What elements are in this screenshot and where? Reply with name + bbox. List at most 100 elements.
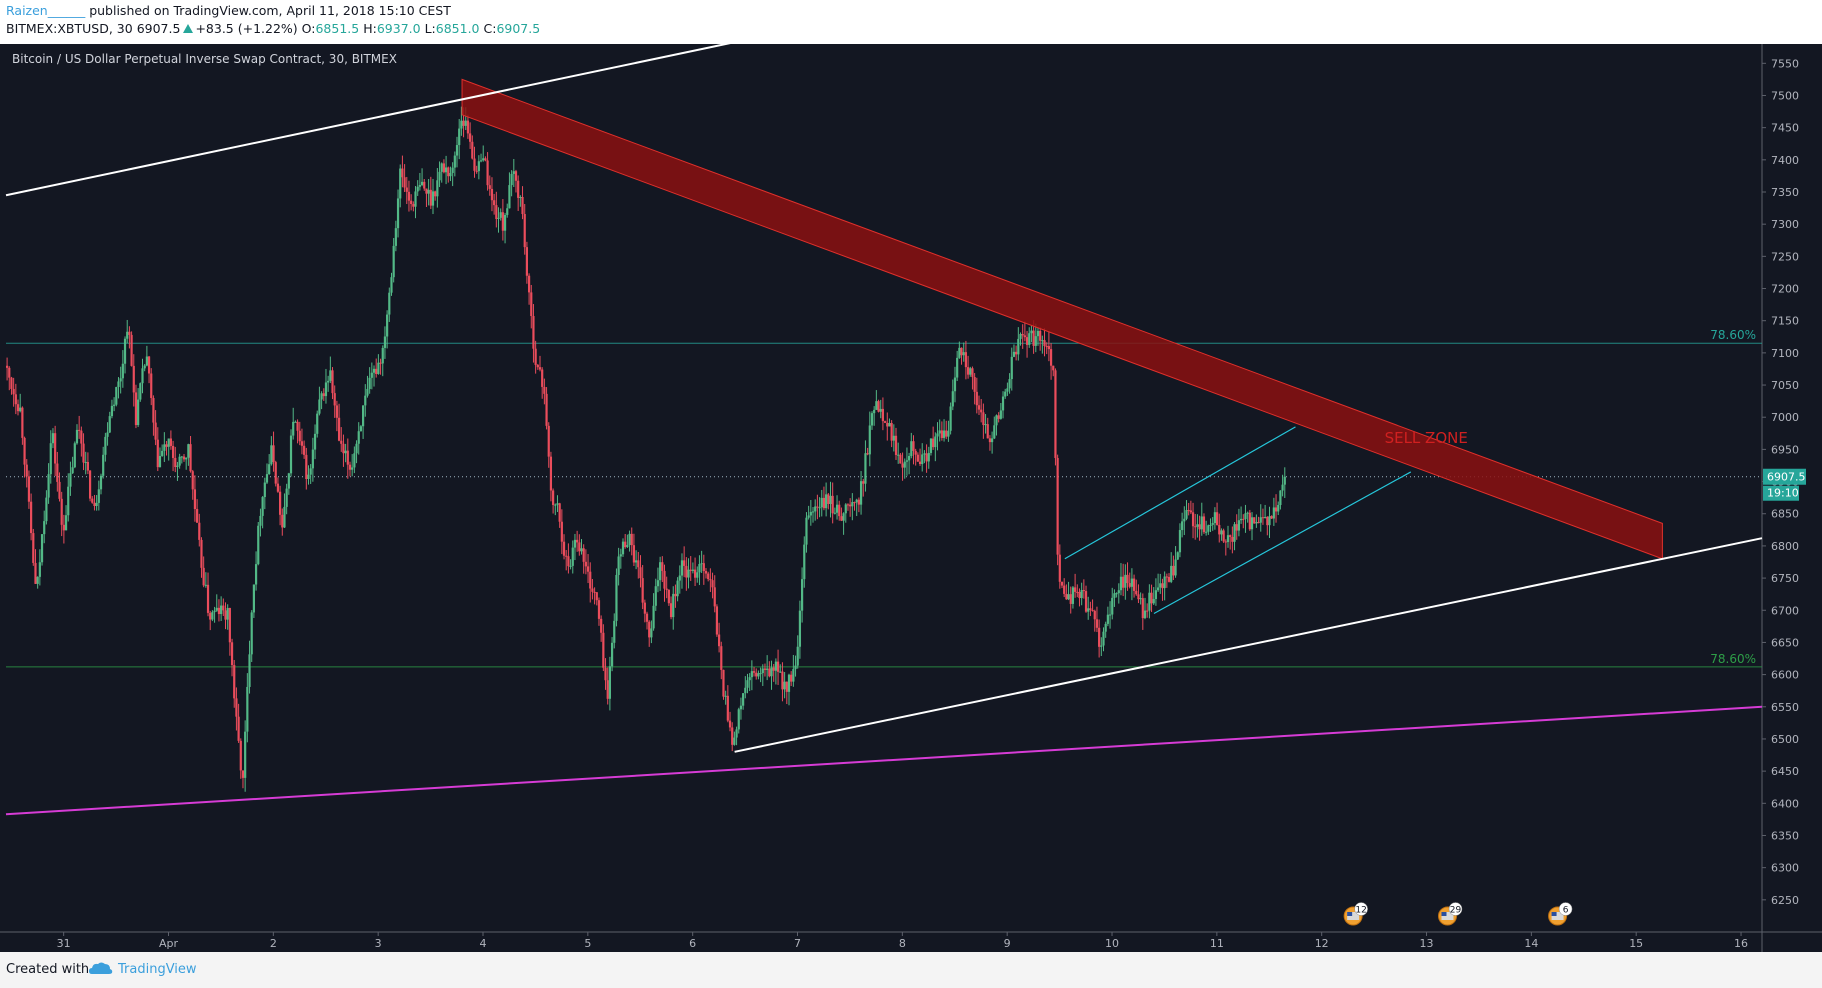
x-tick-label: 31 bbox=[57, 937, 71, 950]
y-tick-label: 6250 bbox=[1771, 894, 1799, 907]
x-tick-label: 11 bbox=[1210, 937, 1224, 950]
candle-body bbox=[855, 499, 858, 503]
candle-body bbox=[945, 430, 948, 437]
candle-body bbox=[1049, 349, 1053, 366]
candle-body bbox=[1117, 590, 1120, 594]
candle-body bbox=[14, 394, 17, 405]
candle-body bbox=[1224, 541, 1227, 543]
candle-body bbox=[455, 145, 459, 156]
y-tick-label: 6950 bbox=[1771, 443, 1799, 456]
candle-body bbox=[213, 610, 216, 613]
candle-body bbox=[388, 292, 391, 315]
candle-body bbox=[123, 338, 127, 364]
candle-body bbox=[222, 605, 225, 611]
candle-body bbox=[892, 435, 895, 441]
candle-body bbox=[897, 454, 900, 456]
candle-body bbox=[558, 503, 561, 522]
candle-body bbox=[702, 563, 705, 572]
candle-body bbox=[200, 539, 203, 568]
candle-body bbox=[486, 160, 489, 186]
candle-body bbox=[713, 587, 716, 607]
candle-body bbox=[351, 467, 354, 470]
candle-body bbox=[420, 181, 424, 186]
sell-zone-label: SELL ZONE bbox=[1385, 429, 1468, 447]
candle-body bbox=[641, 578, 644, 603]
candle-body bbox=[1250, 517, 1254, 530]
candle-body bbox=[1021, 334, 1024, 336]
candle-body bbox=[873, 409, 876, 414]
candle-body bbox=[527, 275, 531, 293]
candle-body bbox=[1074, 587, 1077, 592]
candle-body bbox=[929, 438, 933, 453]
candle-body bbox=[997, 415, 1000, 419]
candle-body bbox=[305, 454, 308, 480]
y-tick-label: 7500 bbox=[1771, 89, 1799, 102]
candle-body bbox=[313, 433, 317, 450]
candle-body bbox=[49, 443, 52, 475]
high-label: H: bbox=[363, 21, 377, 36]
candle-body bbox=[960, 347, 963, 356]
candle-body bbox=[825, 494, 828, 509]
candle-body bbox=[458, 128, 461, 146]
y-tick-label: 7150 bbox=[1771, 315, 1799, 328]
candle-body bbox=[752, 671, 756, 673]
candle-body bbox=[881, 408, 885, 422]
flag-stripes bbox=[1551, 912, 1564, 920]
candle-body bbox=[226, 608, 229, 620]
candle-body bbox=[689, 569, 692, 571]
candle-body bbox=[289, 435, 293, 474]
candle-body bbox=[447, 167, 450, 177]
candle-body bbox=[294, 421, 297, 423]
candle-body bbox=[982, 412, 985, 425]
candle-body bbox=[209, 612, 212, 620]
candle-body bbox=[110, 405, 114, 417]
author-link[interactable]: Raizen______ bbox=[6, 3, 86, 18]
candle-body bbox=[279, 491, 282, 515]
candle-body bbox=[263, 482, 266, 498]
candle-body bbox=[665, 588, 668, 590]
candle-body bbox=[1163, 576, 1166, 589]
candle-body bbox=[986, 424, 989, 439]
candle-body bbox=[776, 661, 780, 672]
candle-body bbox=[536, 364, 539, 368]
candle-body bbox=[462, 120, 465, 126]
candle-body bbox=[868, 425, 871, 455]
close-value: 6907.5 bbox=[496, 21, 541, 36]
candle-body bbox=[842, 513, 845, 521]
candle-body bbox=[1023, 335, 1026, 338]
candle-body bbox=[1004, 391, 1007, 397]
high-value: 6937.0 bbox=[376, 21, 421, 36]
candle-body bbox=[818, 507, 821, 509]
candle-body bbox=[864, 453, 867, 484]
trendline bbox=[5, 44, 731, 197]
open-value: 6851.5 bbox=[315, 21, 360, 36]
candle-body bbox=[964, 352, 968, 368]
x-tick-label: 13 bbox=[1420, 937, 1434, 950]
candle-body bbox=[490, 188, 494, 201]
candle-body bbox=[1098, 627, 1101, 647]
y-tick-label: 7350 bbox=[1771, 186, 1799, 199]
candle-body bbox=[119, 378, 122, 382]
candle-body bbox=[606, 680, 609, 699]
y-tick-label: 6750 bbox=[1771, 572, 1799, 585]
candle-body bbox=[141, 368, 144, 384]
candle-body bbox=[862, 481, 865, 484]
candle-body bbox=[877, 401, 880, 412]
candle-body bbox=[995, 415, 998, 426]
candle-body bbox=[377, 362, 380, 375]
candle-body bbox=[667, 589, 670, 604]
candle-body bbox=[1028, 333, 1031, 345]
event-count: 12 bbox=[1355, 906, 1366, 916]
candle-body bbox=[318, 399, 321, 414]
candle-body bbox=[499, 212, 502, 218]
candle-body bbox=[901, 463, 904, 468]
candle-body bbox=[230, 642, 234, 666]
candle-body bbox=[163, 444, 166, 451]
candle-body bbox=[224, 610, 227, 620]
candle-body bbox=[333, 393, 336, 406]
candle-body bbox=[198, 522, 201, 540]
tradingview-link[interactable]: TradingView bbox=[118, 962, 197, 977]
candle-body bbox=[597, 600, 601, 619]
flag-canton bbox=[1551, 912, 1557, 916]
